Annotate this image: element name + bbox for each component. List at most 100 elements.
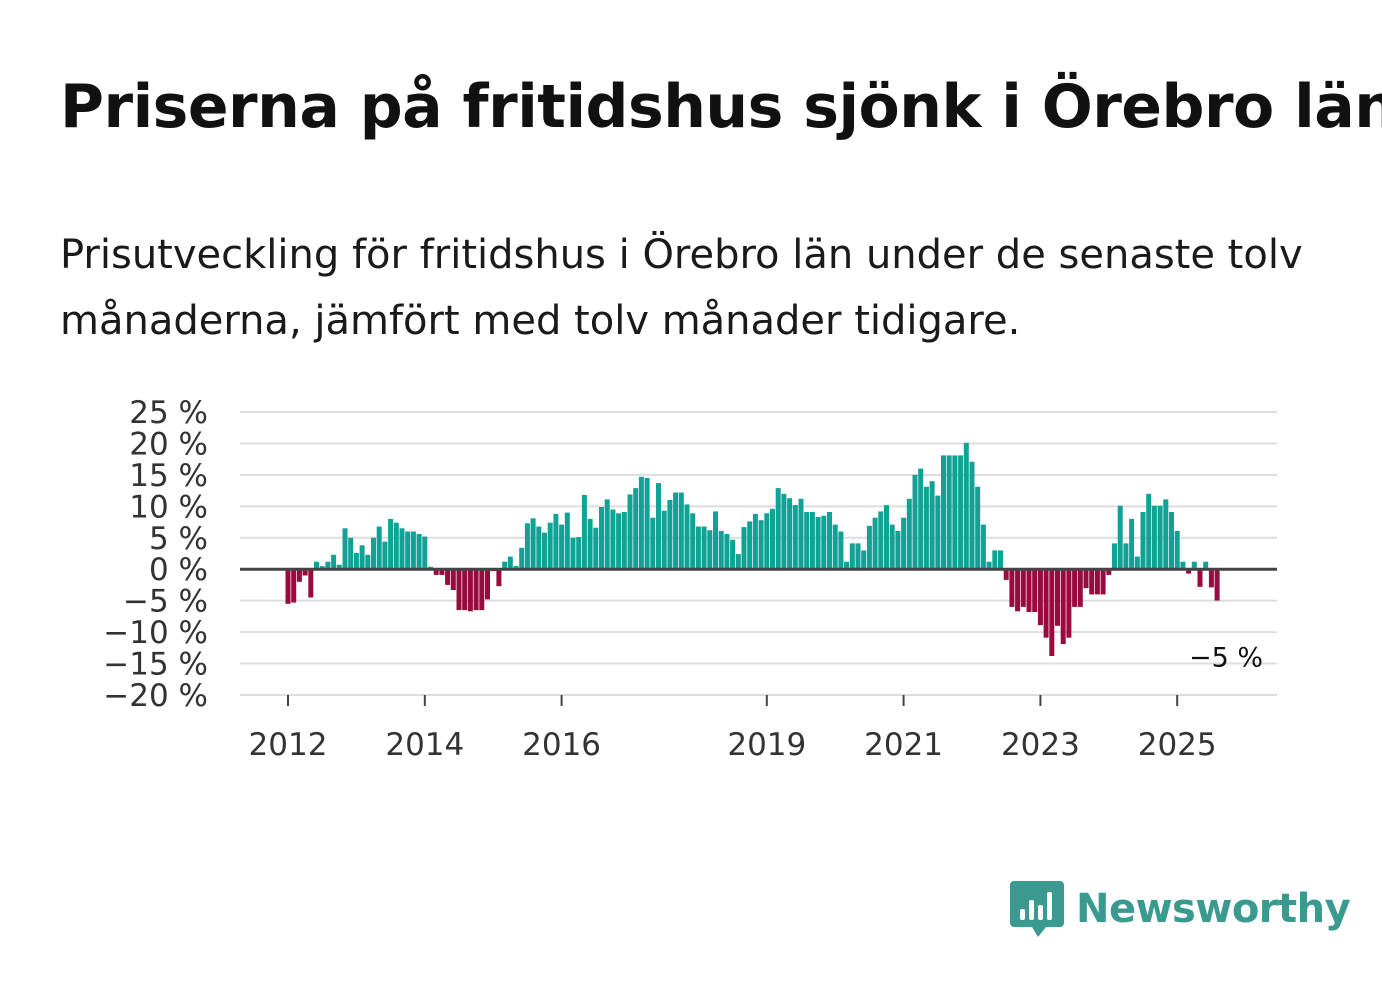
y-tick-label: 10 % (129, 489, 208, 525)
bar (456, 569, 462, 611)
bar (764, 513, 770, 570)
bar (587, 518, 593, 570)
bar (633, 488, 639, 570)
bar (530, 518, 536, 570)
bar (1203, 561, 1209, 570)
bar (342, 528, 348, 570)
bar (815, 517, 821, 570)
bar (832, 524, 838, 570)
y-tick-label: 20 % (129, 426, 208, 462)
x-tick-label: 2014 (385, 727, 464, 763)
bar (975, 486, 981, 570)
y-tick-label: 5 % (149, 521, 208, 557)
y-tick-label: −5 % (123, 584, 208, 620)
bar (519, 547, 525, 570)
bar (1032, 569, 1038, 612)
bar (963, 442, 969, 570)
bar (980, 524, 986, 570)
bar (1066, 569, 1072, 638)
bar (1089, 569, 1095, 595)
bar (1009, 569, 1015, 607)
bar (958, 455, 964, 570)
bar (576, 537, 582, 570)
bar (1049, 569, 1055, 656)
bar (667, 500, 673, 570)
y-tick-label: 15 % (129, 458, 208, 494)
bar (365, 554, 371, 570)
bar (610, 509, 616, 570)
chart-subtitle: Prisutveckling för fritidshus i Örebro l… (60, 232, 1303, 344)
bar (1094, 569, 1100, 595)
bar (553, 513, 559, 570)
bar (621, 512, 627, 570)
bar (296, 569, 302, 582)
bar (1026, 569, 1032, 612)
bar (1043, 569, 1049, 638)
gridlines (240, 411, 1277, 696)
bar (758, 520, 764, 570)
bar (353, 552, 359, 570)
bar (809, 512, 815, 570)
bar (992, 550, 998, 570)
bar (467, 569, 473, 612)
bar (1140, 512, 1146, 570)
bar (821, 515, 827, 570)
bar (661, 510, 667, 570)
bar (422, 536, 428, 570)
bar (462, 569, 468, 611)
bar (1214, 569, 1220, 601)
bar (798, 498, 804, 570)
bar (878, 511, 884, 570)
bar (866, 525, 872, 570)
bar (752, 513, 758, 570)
bar (775, 488, 781, 570)
bar (496, 569, 502, 587)
bar (416, 534, 422, 570)
bar (1055, 569, 1060, 626)
bar (319, 566, 325, 570)
bar (604, 499, 610, 570)
bar-series (285, 442, 1220, 656)
bar (524, 523, 530, 570)
bar (718, 530, 724, 570)
bar (308, 569, 314, 598)
bar (1072, 569, 1078, 607)
bar (485, 569, 490, 600)
bar (410, 531, 416, 570)
bar (827, 512, 832, 570)
bar (1060, 569, 1066, 644)
y-tick-label: −10 % (103, 615, 208, 651)
bar (348, 537, 354, 570)
bar (872, 517, 878, 570)
bar (1037, 569, 1043, 626)
bar (918, 468, 924, 570)
bar (536, 526, 542, 570)
bar (695, 526, 701, 570)
bar (644, 478, 650, 570)
bar (502, 561, 508, 570)
bar (1015, 569, 1021, 612)
bar (735, 554, 741, 570)
bar (1003, 569, 1009, 580)
bar (331, 554, 337, 570)
x-tick-label: 2023 (1001, 727, 1080, 763)
chart-title: Priserna på fritidshus sjönk i Örebro lä… (60, 72, 1382, 142)
y-axis: 25 %20 %15 %10 %5 %0 %−5 %−10 %−15 %−20 … (103, 395, 208, 714)
bar (690, 513, 696, 570)
bar (1208, 569, 1214, 588)
bar (559, 524, 565, 570)
bar (849, 543, 855, 570)
bar (673, 492, 679, 570)
x-tick-label: 2019 (727, 727, 806, 763)
bar (479, 569, 485, 611)
bar (884, 505, 889, 570)
bar (581, 495, 587, 570)
bar (986, 561, 992, 570)
y-tick-label: −20 % (103, 678, 208, 714)
bar (684, 504, 690, 570)
bar (792, 505, 798, 570)
bar (747, 521, 753, 570)
bar (314, 561, 319, 570)
x-tick-label: 2025 (1138, 727, 1217, 763)
bar (433, 569, 439, 575)
